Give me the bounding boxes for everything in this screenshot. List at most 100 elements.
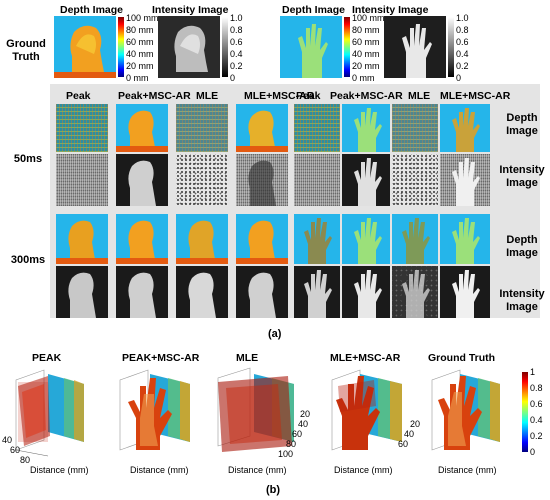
tile-50ms-depth-mle-hand	[392, 104, 438, 152]
gt-depth-image-hand	[280, 16, 342, 78]
panel-b-colorbar-ticks: 1 0.8 0.6 0.4 0.2 0	[530, 367, 543, 457]
hand-shape	[354, 270, 382, 318]
tile-300ms-int-mle-bust	[176, 266, 228, 318]
plot-title-ground-truth: Ground Truth	[428, 352, 496, 364]
col-header-mle-msc-right: MLE+MSC-AR	[440, 90, 511, 102]
depth-colorbar-right	[344, 17, 350, 77]
tile-300ms-int-mlemsc-bust	[236, 266, 288, 318]
tile-50ms-depth-peakmsc-hand	[342, 104, 390, 152]
tile-50ms-int-mle-bust	[176, 154, 228, 206]
tile-300ms-depth-mle-bust	[176, 214, 228, 264]
bust-intensity-drawing	[174, 25, 208, 72]
panel-b-colorbar	[522, 372, 528, 452]
plot-mle-svg	[217, 367, 294, 452]
tile-300ms-int-mle-hand	[392, 266, 438, 318]
bust-shape	[248, 220, 276, 264]
plot-peak-xtick-80: 80	[20, 455, 31, 465]
tile-300ms-int-peak-hand	[294, 266, 340, 318]
hand-shape	[304, 270, 332, 318]
floor-strip	[56, 258, 108, 264]
hand-shape	[452, 270, 480, 318]
right-label-depth-50: Depth Image	[506, 112, 538, 137]
intensity-ticks-left: 1.0 0.8 0.6 0.4 0.2 0	[230, 13, 243, 83]
bust-shape	[188, 220, 216, 264]
plot-peak-msc	[106, 366, 206, 458]
hand-intensity-drawing	[402, 24, 432, 78]
depth-ticks-left: 100 mm 80 mm 60 mm 40 mm 20 mm 0 mm	[126, 13, 159, 83]
col-header-peak-msc-left: Peak+MSC-AR	[118, 90, 191, 102]
plot-ground-truth	[420, 366, 516, 458]
right-label-intensity-300: Intensity Image	[499, 288, 545, 313]
bust-shape	[128, 220, 156, 264]
intensity-colorbar-right	[448, 17, 454, 77]
depth-colorbar-left	[118, 17, 124, 77]
bust-shape	[68, 272, 96, 318]
floor-strip	[176, 258, 228, 264]
gt-intensity-image-hand	[384, 16, 446, 78]
tile-300ms-int-peakmsc-bust	[116, 266, 168, 318]
gt-intensity-image-bust	[158, 16, 220, 78]
tile-50ms-int-peak-hand	[294, 154, 340, 206]
row-label-50ms: 50ms	[13, 153, 43, 165]
bust-shape	[128, 160, 156, 206]
hand-shape	[402, 218, 430, 264]
plot-peak-xtick-40: 40	[2, 435, 13, 445]
plot-mle-xtick-20: 20	[300, 409, 311, 419]
floor-strip	[236, 146, 288, 152]
col-header-peak-msc-right: Peak+MSC-AR	[330, 90, 403, 102]
intensity-ticks-right: 1.0 0.8 0.6 0.4 0.2 0	[456, 13, 469, 83]
bust-shape	[188, 272, 216, 318]
tile-50ms-int-peakmsc-bust	[116, 154, 168, 206]
tile-50ms-int-mlemsc-bust	[236, 154, 288, 206]
col-header-peak-right: Peak	[296, 90, 321, 102]
tile-300ms-depth-mle-hand	[392, 214, 438, 264]
hand-shape	[354, 108, 382, 152]
plot-mle-msc-svg	[331, 369, 402, 451]
depth-ticks-right: 100 mm 80 mm 60 mm 40 mm 20 mm 0 mm	[352, 13, 385, 83]
tile-50ms-depth-mlemsc-hand	[440, 104, 490, 152]
plot-title-peak-msc: PEAK+MSC-AR	[122, 352, 200, 364]
plot-mlemsc-xtick-20: 20	[410, 419, 421, 429]
plot-mle-xlabel: Distance (mm)	[228, 465, 287, 475]
panel-b-label: (b)	[266, 484, 281, 496]
bust-shape	[128, 110, 156, 152]
plot-title-peak: PEAK	[32, 352, 62, 364]
col-header-mle-msc-left: MLE+MSC-AR	[244, 90, 315, 102]
floor-strip	[54, 72, 116, 78]
bust-shape	[128, 272, 156, 318]
plot-mle-xtick-60: 60	[292, 429, 303, 439]
hand-shape	[402, 270, 430, 318]
tile-50ms-int-peakmsc-hand	[342, 154, 390, 206]
tile-300ms-depth-peak-bust	[56, 214, 108, 264]
gt-intensity-header-left: Intensity Image	[152, 4, 229, 16]
tile-50ms-depth-mlemsc-bust	[236, 104, 288, 152]
tile-300ms-depth-peak-hand	[294, 214, 340, 264]
tile-50ms-depth-peakmsc-bust	[116, 104, 168, 152]
col-header-peak-left: Peak	[66, 90, 91, 102]
bust-shape	[248, 160, 276, 206]
plot-mlemsc-xlabel: Distance (mm)	[334, 465, 393, 475]
intensity-colorbar-left	[222, 17, 228, 77]
tile-50ms-int-peak-bust	[56, 154, 108, 206]
gt-depth-image-bust	[54, 16, 116, 78]
hand-shape	[354, 218, 382, 264]
hand-shape	[354, 158, 382, 206]
tile-300ms-int-peak-bust	[56, 266, 108, 318]
plot-mle-msc	[318, 366, 418, 458]
plot-peak-xlabel: Distance (mm)	[30, 465, 89, 475]
plot-mle-xtick-100: 100	[278, 449, 294, 459]
gt-depth-header-left: Depth Image	[60, 4, 124, 16]
floor-strip	[236, 258, 288, 264]
tile-50ms-depth-peak-bust	[56, 104, 108, 152]
ground-truth-label: Ground Truth	[6, 38, 46, 63]
tile-50ms-int-mlemsc-hand	[440, 154, 490, 206]
plot-ground-truth-svg	[431, 369, 500, 451]
tile-50ms-depth-peak-hand	[294, 104, 340, 152]
col-header-mle-left: MLE	[196, 90, 219, 102]
tile-300ms-depth-peakmsc-hand	[342, 214, 390, 264]
floor-strip	[116, 258, 168, 264]
right-label-intensity-50: Intensity Image	[499, 164, 545, 189]
plot-peak-svg	[15, 369, 84, 457]
plot-peak-xtick-60: 60	[10, 445, 21, 455]
bust-shape	[248, 272, 276, 318]
